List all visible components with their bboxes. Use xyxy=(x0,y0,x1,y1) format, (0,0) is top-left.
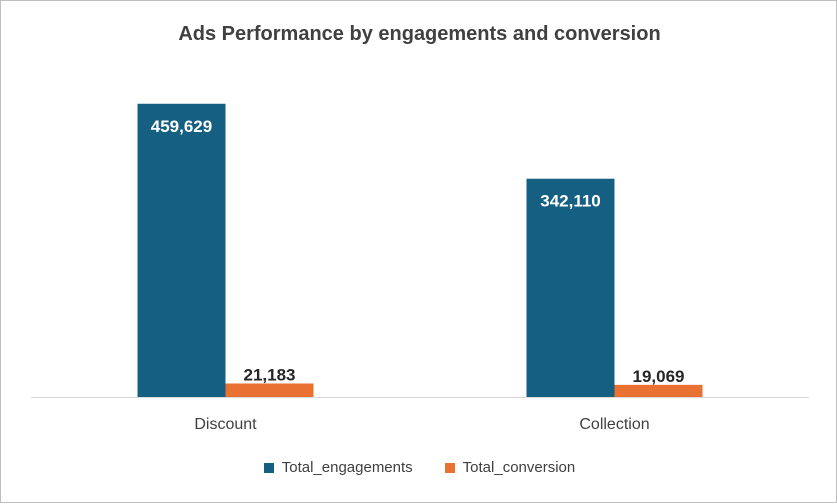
chart-title: Ads Performance by engagements and conve… xyxy=(178,23,661,45)
data-label-total-engagements-collection: 342,110 xyxy=(540,192,601,211)
chart-legend: Total_engagements Total_conversion xyxy=(1,459,837,476)
legend-label-engagements: Total_engagements xyxy=(281,459,413,476)
category-label-discount: Discount xyxy=(194,416,257,433)
bar-total-conversion-discount xyxy=(225,383,314,397)
bar-total-engagements-discount xyxy=(137,103,226,397)
legend-label-conversion: Total_conversion xyxy=(462,459,576,476)
legend-swatch-engagements xyxy=(263,462,274,473)
bar-total-engagements-collection xyxy=(526,178,615,397)
bar-total-conversion-collection xyxy=(614,384,703,397)
category-label-collection: Collection xyxy=(579,416,649,433)
legend-item-engagements: Total_engagements xyxy=(263,459,413,476)
data-label-total-conversion-discount: 21,183 xyxy=(244,365,296,384)
data-label-total-conversion-collection: 19,069 xyxy=(633,367,685,386)
legend-item-conversion: Total_conversion xyxy=(444,459,576,476)
legend-swatch-conversion xyxy=(444,462,455,473)
data-label-total-engagements-discount: 459,629 xyxy=(151,117,212,136)
